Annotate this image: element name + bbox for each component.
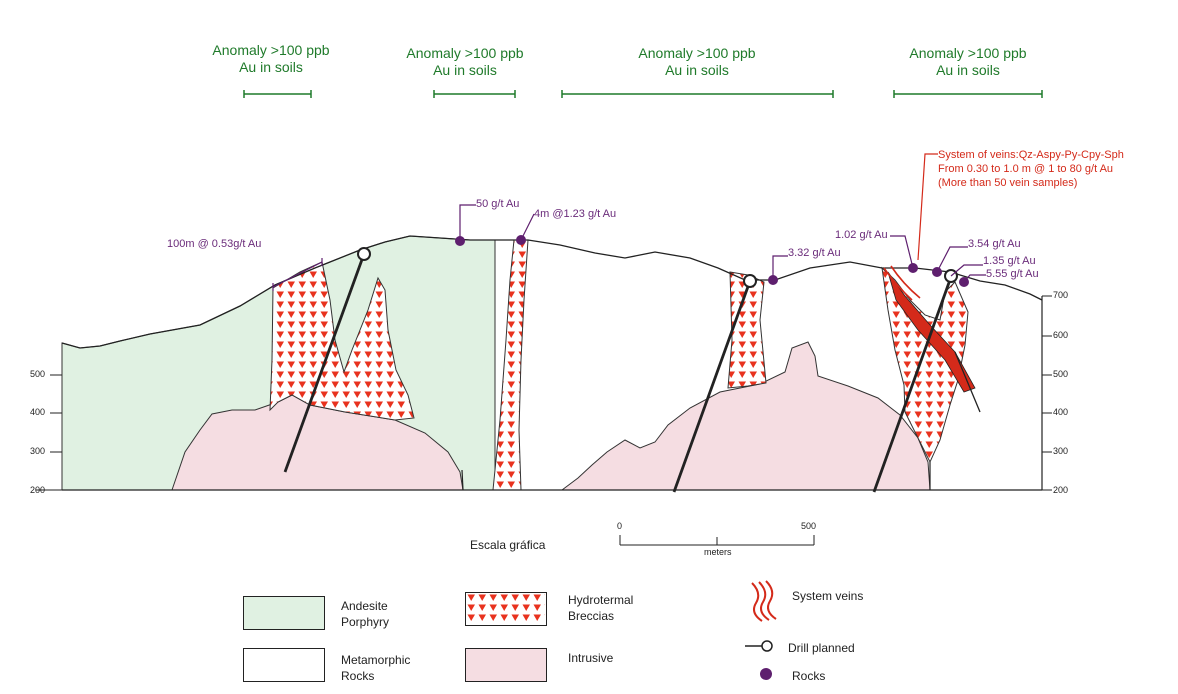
anomaly-bars bbox=[243, 90, 1043, 98]
legend-metamorphic-swatch bbox=[243, 648, 325, 682]
elevation-right-300: 300 bbox=[1053, 446, 1069, 456]
anomaly-label-3: Anomaly >100 ppb Au in soils bbox=[607, 45, 787, 79]
vein-note-line1: System of veins:Qz-Aspy-Py-Cpy-Sph bbox=[938, 149, 1124, 161]
scale-title: Escala gráfica bbox=[470, 538, 546, 552]
legend-breccia-line1: Hydrotermal bbox=[568, 593, 634, 607]
legend-andesite-swatch bbox=[243, 596, 325, 630]
vein-system-note: System of veins:Qz-Aspy-Py-Cpy-Sph From … bbox=[938, 148, 1124, 190]
anomaly-label-1: Anomaly >100 ppb Au in soils bbox=[181, 42, 361, 76]
legend-breccia-label: Hydrotermal Breccias bbox=[568, 592, 633, 624]
vein-note-line2: From 0.30 to 1.0 m @ 1 to 80 g/t Au bbox=[938, 163, 1114, 175]
legend-veins-label: System veins bbox=[792, 589, 864, 603]
legend-intrusive-label: Intrusive bbox=[568, 651, 614, 665]
anomaly-line1: Anomaly >100 ppb bbox=[212, 42, 330, 58]
elevation-left-400: 400 bbox=[30, 407, 46, 417]
anomaly-line1: Anomaly >100 ppb bbox=[406, 45, 524, 61]
legend-andesite-line1: Andesite bbox=[341, 599, 388, 613]
anomaly-line1: Anomaly >100 ppb bbox=[638, 45, 756, 61]
intrusive-area-right bbox=[560, 341, 931, 491]
sample-label-8: 5.55 g/t Au bbox=[986, 268, 1039, 280]
legend-veins-symbol bbox=[751, 580, 777, 622]
elevation-right-500: 500 bbox=[1053, 369, 1069, 379]
anomaly-label-2: Anomaly >100 ppb Au in soils bbox=[375, 45, 555, 79]
legend-rocks-label: Rocks bbox=[792, 669, 826, 683]
section-frame bbox=[62, 296, 1043, 491]
anomaly-line2: Au in soils bbox=[936, 62, 1000, 78]
breccia-area-2 bbox=[492, 239, 529, 491]
elevation-right-600: 600 bbox=[1053, 330, 1069, 340]
elevation-left-500: 500 bbox=[30, 369, 46, 379]
legend-andesite-label: Andesite Porphyry bbox=[341, 598, 389, 630]
anomaly-line2: Au in soils bbox=[239, 59, 303, 75]
elevation-ticks bbox=[36, 295, 1052, 491]
breccia-area-1 bbox=[269, 261, 415, 421]
legend-drill-label: Drill planned bbox=[788, 641, 855, 655]
scale-start: 0 bbox=[617, 521, 623, 531]
elevation-right-700: 700 bbox=[1053, 290, 1069, 300]
scale-bar bbox=[619, 535, 815, 546]
legend-metamorphic-label: Metamorphic Rocks bbox=[341, 652, 410, 684]
vein-note-leader bbox=[917, 153, 938, 261]
sample-label-2: 50 g/t Au bbox=[476, 198, 520, 210]
elevation-right-200: 200 bbox=[1053, 485, 1069, 495]
sample-label-1: 100m @ 0.53g/t Au bbox=[167, 238, 262, 250]
legend-metamorphic-line2: Rocks bbox=[341, 669, 375, 683]
legend-intrusive-swatch bbox=[465, 648, 547, 682]
legend-andesite-line2: Porphyry bbox=[341, 615, 390, 629]
elevation-right-400: 400 bbox=[1053, 407, 1069, 417]
anomaly-label-4: Anomaly >100 ppb Au in soils bbox=[878, 45, 1058, 79]
sample-label-6: 3.54 g/t Au bbox=[968, 238, 1021, 250]
scale-end: 500 bbox=[801, 521, 817, 531]
legend-drill-symbol bbox=[745, 640, 773, 652]
legend-rocks-symbol bbox=[760, 668, 772, 680]
rock-sample-points bbox=[455, 235, 969, 287]
anomaly-line2: Au in soils bbox=[665, 62, 729, 78]
scale-unit: meters bbox=[704, 547, 732, 557]
sample-label-3: 4m @1.23 g/t Au bbox=[534, 208, 617, 220]
sample-label-4: 3.32 g/t Au bbox=[788, 247, 841, 259]
legend-breccia-line2: Breccias bbox=[568, 609, 615, 623]
topographic-surface bbox=[61, 235, 1043, 349]
elevation-left-200: 200 bbox=[30, 485, 46, 495]
anomaly-line2: Au in soils bbox=[433, 62, 497, 78]
legend-metamorphic-line1: Metamorphic bbox=[341, 653, 411, 667]
drill-holes bbox=[283, 253, 953, 493]
anomaly-line1: Anomaly >100 ppb bbox=[909, 45, 1027, 61]
sample-label-7: 1.35 g/t Au bbox=[983, 255, 1036, 267]
sample-label-5: 1.02 g/t Au bbox=[835, 229, 888, 241]
legend-breccia-swatch bbox=[465, 592, 547, 626]
vein-note-line3: (More than 50 vein samples) bbox=[938, 177, 1078, 189]
legend-breccia-pattern bbox=[466, 593, 545, 624]
elevation-left-300: 300 bbox=[30, 446, 46, 456]
